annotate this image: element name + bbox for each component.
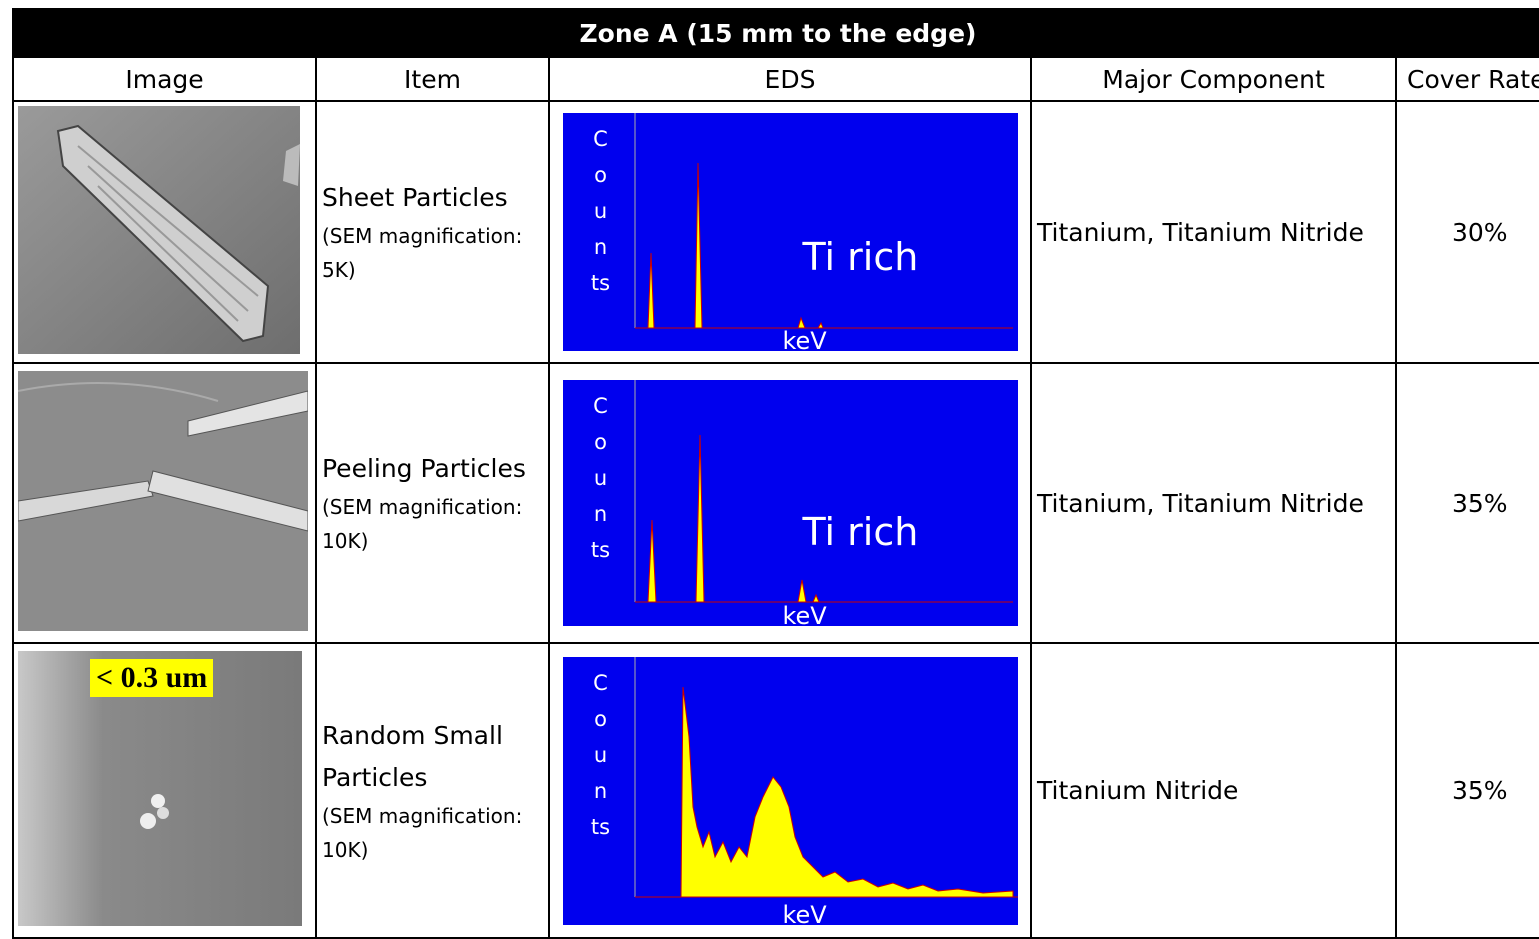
y-axis-label: Counts <box>590 127 611 295</box>
spectrum-plot <box>634 656 1018 897</box>
header-cell: Item <box>315 56 550 102</box>
sem-picture <box>17 371 309 631</box>
sem-image <box>18 106 311 358</box>
header-cell: Major Component <box>1030 56 1397 102</box>
item-name: Peeling Particles <box>322 454 526 483</box>
spectrum-plot <box>634 380 1013 603</box>
header-cell: Cover Rate <box>1395 56 1539 102</box>
eds-spectrum: Counts keV <box>562 656 1018 929</box>
table: Zone A (15 mm to the edge) Image Item ED… <box>12 8 1539 939</box>
annotation: Ti rich <box>802 235 919 279</box>
cover-rate: 30% <box>1395 100 1539 364</box>
item-name: Sheet Particles <box>322 183 508 212</box>
eds-spectrum: Counts Ti rich keV <box>562 380 1018 630</box>
image-label: < 0.3 um <box>90 659 214 697</box>
x-axis-label: keV <box>782 900 827 929</box>
header-cell: Image <box>12 56 317 102</box>
header-cell: EDS <box>548 56 1032 102</box>
cover-rate: 35% <box>1395 362 1539 644</box>
magnification: (SEM magnification: 10K) <box>322 495 523 553</box>
y-axis-label: Counts <box>590 670 611 839</box>
annotation: Ti rich <box>802 510 919 554</box>
spectrum-plot <box>634 113 1013 329</box>
table-wrap: Zone A (15 mm to the edge) Image Item ED… <box>12 8 1539 939</box>
magnification: (SEM magnification: 5K) <box>322 224 523 282</box>
x-axis-label: keV <box>782 327 827 355</box>
cover-rate: 35% <box>1395 642 1539 939</box>
component: Titanium, Titanium Nitride <box>1030 362 1397 644</box>
magnification: (SEM magnification: 10K) <box>322 803 523 862</box>
table-title: Zone A (15 mm to the edge) <box>12 8 1539 58</box>
sem-image: < 0.3 um <box>18 651 311 930</box>
component: Titanium, Titanium Nitride <box>1030 100 1397 364</box>
item-name: Random Small Particles <box>322 720 503 792</box>
component: Titanium Nitride <box>1030 642 1397 939</box>
x-axis-label: keV <box>782 602 827 630</box>
sem-picture <box>18 106 300 354</box>
sem-image <box>17 371 311 635</box>
y-axis-label: Counts <box>590 394 611 562</box>
eds-spectrum: Counts Ti rich keV <box>562 113 1018 355</box>
